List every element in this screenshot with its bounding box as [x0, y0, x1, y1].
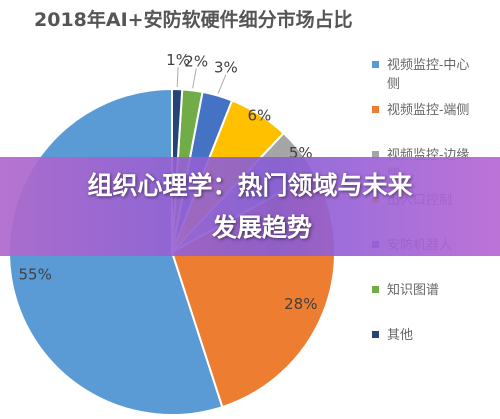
- leader-line: [217, 74, 227, 94]
- data-label: 3%: [214, 59, 238, 77]
- legend-label: 视频监控-端侧: [387, 103, 470, 118]
- data-label: 6%: [247, 106, 271, 124]
- overlay-title-line-1: 组织心理学：热门领域与未来: [87, 171, 413, 200]
- legend-swatch: [372, 286, 379, 293]
- data-label: 55%: [18, 266, 51, 284]
- legend-swatch: [372, 106, 379, 113]
- data-label: 2%: [184, 53, 208, 71]
- legend-label: 视频监控-中心侧: [387, 58, 470, 92]
- data-label: 28%: [284, 295, 317, 313]
- title-overlay-banner: [0, 157, 500, 256]
- legend-label: 其他: [387, 328, 414, 343]
- legend-swatch: [372, 151, 379, 158]
- legend-swatch: [372, 331, 379, 338]
- label-leader-lines: [176, 67, 227, 94]
- leader-line: [176, 67, 179, 88]
- chart-title: 2018年AI+安防软硬件细分市场占比: [34, 9, 353, 31]
- overlay-title-line-2: 发展趋势: [211, 213, 312, 242]
- data-label: 1%: [166, 51, 190, 69]
- leader-line: [192, 68, 197, 89]
- legend-label: 知识图谱: [387, 283, 440, 298]
- legend-swatch: [372, 61, 379, 68]
